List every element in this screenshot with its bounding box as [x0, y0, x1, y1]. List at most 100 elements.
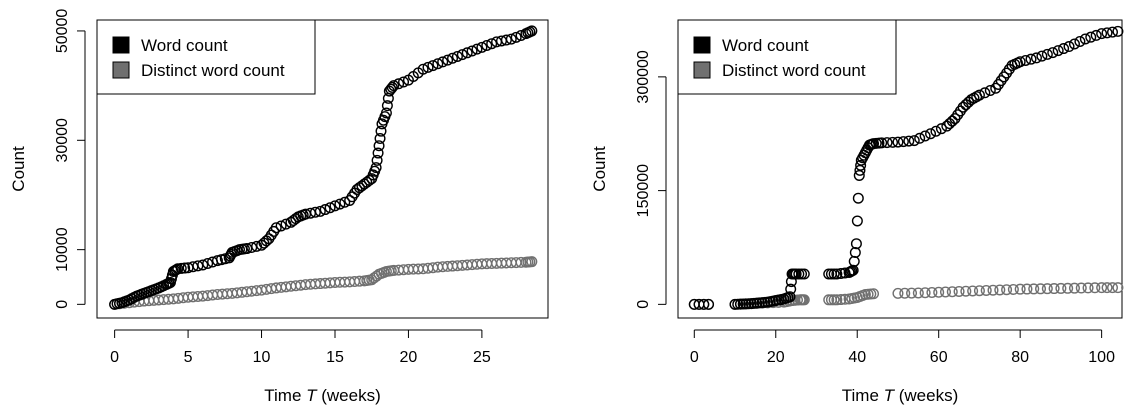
data-point [930, 125, 942, 137]
data-point [270, 222, 282, 234]
x-tick-label: 25 [473, 349, 491, 366]
data-point [1068, 282, 1080, 294]
chart-panel-1: 0 5 10 15 20 25 0 10000 30000 50000 Time T (weeks)… [9, 9, 549, 405]
data-point [1082, 282, 1094, 294]
data-point [790, 268, 802, 280]
data-point [980, 284, 992, 296]
x-tick-label: 40 [848, 349, 866, 366]
x-tick-label: 0 [110, 349, 119, 366]
data-point [388, 80, 400, 92]
data-point [831, 268, 843, 280]
data-point [1021, 283, 1033, 295]
series-word-count [109, 25, 538, 310]
data-point [371, 154, 383, 166]
data-point [476, 41, 488, 53]
data-point [211, 255, 223, 267]
data-point [373, 140, 385, 152]
data-point [881, 137, 893, 149]
data-point [1041, 283, 1053, 295]
data-point [935, 123, 947, 135]
series-distinct-word-count [109, 256, 538, 310]
data-point [1074, 35, 1086, 47]
data-point [170, 264, 182, 276]
data-point [926, 286, 938, 298]
x-axis: 0 5 10 15 20 25 [110, 329, 491, 366]
data-point [919, 130, 931, 142]
data-point [960, 285, 972, 297]
x-tick-label: 60 [930, 349, 948, 366]
data-point [899, 287, 911, 299]
data-point [1047, 47, 1059, 59]
data-point [973, 89, 985, 101]
data-point [314, 205, 326, 217]
data-point [925, 128, 937, 140]
data-point [1020, 54, 1032, 66]
data-point [471, 43, 483, 55]
data-point [1106, 282, 1118, 294]
plot-frame [677, 19, 1123, 319]
plot-frame [96, 19, 549, 319]
data-point [1068, 38, 1080, 50]
data-point [914, 132, 926, 144]
data-point [868, 288, 880, 300]
data-point [1079, 33, 1091, 45]
data-point [979, 87, 991, 99]
data-point [417, 63, 429, 75]
data-point [987, 284, 999, 296]
legend-label: Word count [722, 36, 809, 55]
x-axis-label: Time T (weeks) [842, 386, 959, 405]
data-point [309, 206, 321, 218]
data-point [1055, 282, 1067, 294]
data-point [380, 107, 392, 119]
data-point [510, 31, 522, 43]
y-tick-label: 150000 [635, 164, 652, 217]
y-axis: 0 150000 300000 [635, 50, 667, 309]
data-point [903, 135, 915, 147]
data-point [175, 262, 187, 274]
data-point [1007, 283, 1019, 295]
data-point [855, 159, 867, 171]
data-point [128, 291, 140, 303]
data-point [1101, 282, 1113, 294]
legend: Word count Distinct word count [96, 19, 316, 95]
data-point [796, 268, 808, 280]
data-point [1025, 53, 1037, 65]
legend-label: Distinct word count [722, 61, 866, 80]
data-point [1075, 282, 1087, 294]
data-point [798, 268, 810, 280]
y-tick-label: 0 [54, 300, 71, 309]
data-point [447, 52, 459, 64]
y-axis-label: Count [9, 146, 28, 192]
x-tick-label: 100 [1088, 349, 1115, 366]
data-point [526, 256, 538, 268]
data-point [906, 287, 918, 299]
data-point [967, 285, 979, 297]
data-point [908, 135, 920, 147]
data-point [442, 54, 454, 66]
data-point [849, 247, 861, 259]
data-point [481, 40, 493, 52]
data-point [363, 174, 375, 186]
x-tick-label: 20 [767, 349, 785, 366]
y-axis: 0 10000 30000 50000 [54, 9, 86, 309]
data-point [486, 38, 498, 50]
data-point [784, 291, 796, 303]
data-point [381, 100, 393, 112]
data-point [169, 265, 181, 277]
data-point [370, 162, 382, 174]
data-point [319, 204, 331, 216]
data-point [422, 61, 434, 73]
legend-label: Distinct word count [141, 61, 285, 80]
data-point [897, 136, 909, 148]
data-point [1048, 283, 1060, 295]
y-tick-label: 30000 [54, 118, 71, 163]
data-point [828, 294, 840, 306]
data-point [828, 268, 840, 280]
data-point [994, 284, 1006, 296]
data-point [1101, 27, 1113, 39]
data-point [1052, 45, 1064, 57]
data-point [912, 287, 924, 299]
data-point [432, 58, 444, 70]
data-point [933, 286, 945, 298]
